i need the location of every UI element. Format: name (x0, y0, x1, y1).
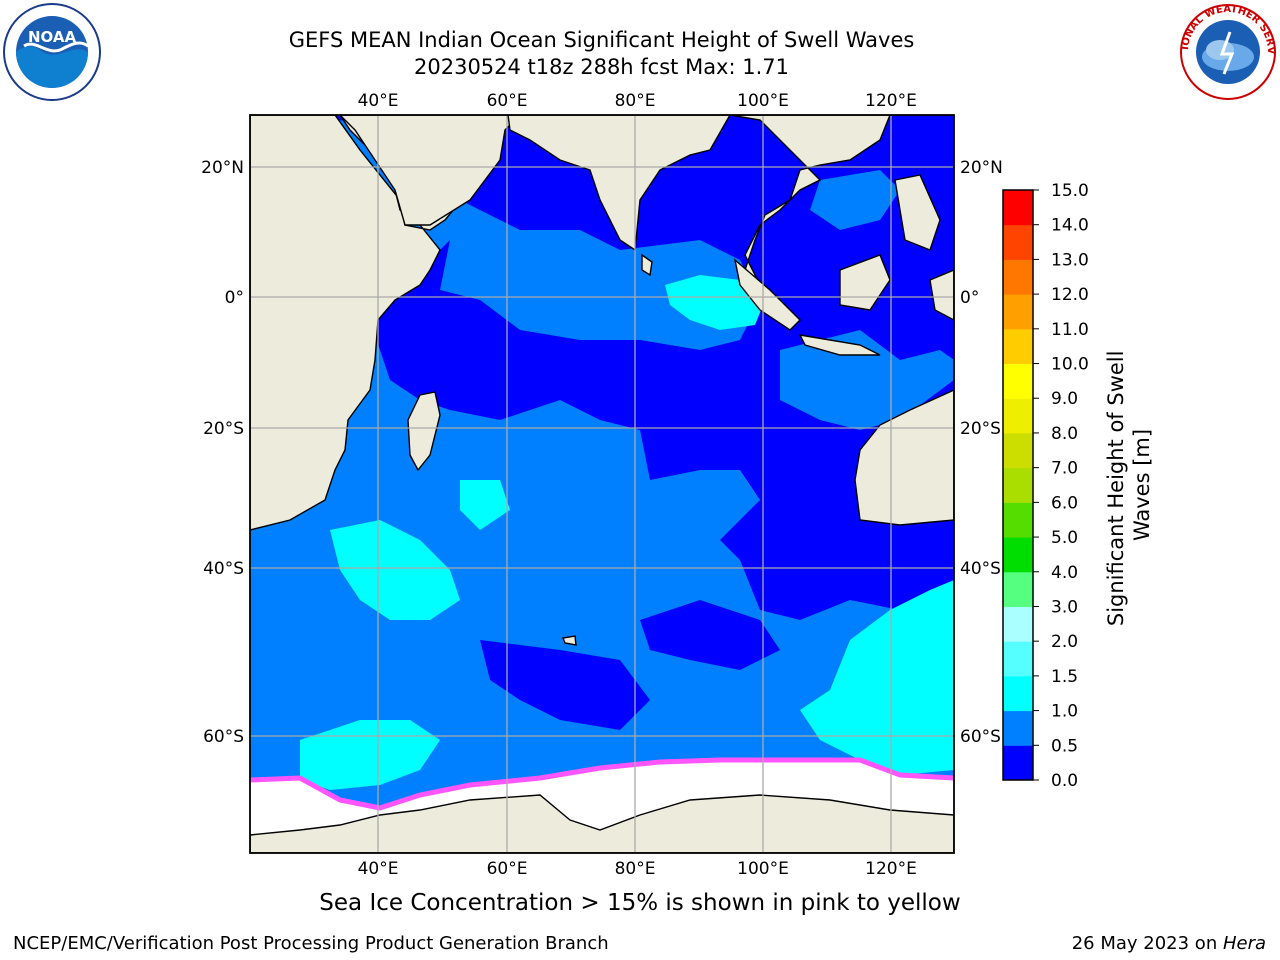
colorbar-segment (1003, 745, 1033, 781)
colorbar-segment (1003, 710, 1033, 746)
chart-title: GEFS MEAN Indian Ocean Significant Heigh… (288, 28, 915, 52)
map-area (250, 115, 954, 853)
colorbar-segment (1003, 467, 1033, 503)
lon-label-top: 40°E (358, 91, 399, 111)
lat-label-left: 0° (225, 288, 244, 308)
colorbar-tick-label: 9.0 (1051, 389, 1078, 409)
lat-label-left: 40°S (203, 559, 244, 579)
colorbar-tick-label: 8.0 (1051, 424, 1078, 444)
ocean-high-west (330, 520, 460, 620)
producer-credit: NCEP/EMC/Verification Post Processing Pr… (13, 933, 609, 954)
colorbar-segment (1003, 398, 1033, 434)
nws-logo: NATIONAL WEATHER SERVICE (1178, 2, 1276, 100)
colorbar-segment (1003, 432, 1033, 469)
colorbar-segment (1003, 224, 1033, 260)
map-frame (249, 114, 955, 854)
colorbar-tick-label: 10.0 (1051, 355, 1089, 375)
sea-ice-note: Sea Ice Concentration > 15% is shown in … (319, 890, 961, 916)
land-philippines (894, 174, 941, 251)
land-southeast-asia (729, 115, 891, 286)
lon-label-bottom: 100°E (737, 859, 789, 879)
noaa-logo: NOAA (3, 3, 101, 101)
land-india (507, 115, 731, 252)
lon-label-top: 120°E (865, 91, 917, 111)
lat-label-left: 20°S (203, 419, 244, 439)
colorbar-segment (1003, 571, 1033, 607)
colorbar-tick-label: 11.0 (1051, 320, 1089, 340)
colorbar-tick-label: 14.0 (1051, 216, 1089, 236)
colorbar-label-line2: Waves [m] (1130, 429, 1154, 541)
render-date-text: 26 May 2023 on (1071, 933, 1223, 954)
lat-label-left: 60°S (203, 727, 244, 747)
colorbar-tick-label: 2.0 (1051, 632, 1078, 652)
lat-label-right: 20°S (960, 419, 1001, 439)
colorbar-segment (1003, 641, 1033, 677)
ocean-high-patch (460, 480, 510, 530)
colorbar-tick-label: 0.5 (1051, 736, 1078, 756)
land-sumatra (733, 258, 801, 331)
ocean-low-north (250, 115, 954, 620)
land-kerguelen (562, 635, 577, 646)
ocean-high-east (800, 580, 954, 775)
colorbar-tick-label: 7.0 (1051, 459, 1078, 479)
ocean-high-equator (665, 275, 765, 330)
colorbar-segment (1003, 190, 1033, 226)
land-new-guinea-west (929, 269, 954, 321)
sea-ice-edge (250, 757, 954, 811)
colorbar-tick-label: 6.0 (1051, 493, 1078, 513)
colorbar-label: Significant Height of Swell Waves [m] (1104, 344, 1154, 626)
lat-label-right: 20°N (960, 158, 1003, 178)
land-java (798, 334, 881, 356)
colorbar-label-line1: Significant Height of Swell (1104, 351, 1128, 627)
colorbar-tick-label: 0.0 (1051, 771, 1078, 791)
ocean-high-southwest (300, 720, 440, 790)
land-borneo (839, 254, 891, 311)
colorbar-segment (1003, 259, 1033, 295)
ocean-low-south-1 (480, 640, 650, 730)
ocean-mid-east (780, 330, 954, 430)
colorbar-frame (1002, 189, 1034, 781)
colorbar-tick-label: 1.5 (1051, 667, 1078, 687)
lon-label-bottom: 40°E (358, 859, 399, 879)
lon-label-top: 100°E (737, 91, 789, 111)
colorbar: 0.0 0.5 1.0 1.5 2.0 3.0 4.0 5.0 6.0 7.0 8.0 9.0 10.0… (1002, 181, 1089, 791)
lon-label-top: 60°E (487, 91, 528, 111)
lon-label-bottom: 80°E (615, 859, 656, 879)
land-australia (854, 389, 954, 526)
land-sri-lanka (641, 253, 653, 277)
land-madagascar (407, 391, 441, 472)
lon-label-bottom: 120°E (865, 859, 917, 879)
colorbar-segment (1003, 675, 1033, 712)
ocean-mid-bay (810, 170, 900, 230)
graticule (250, 115, 954, 853)
colorbar-tick-label: 5.0 (1051, 528, 1078, 548)
lat-label-right: 40°S (960, 559, 1001, 579)
colorbar-segment (1003, 537, 1033, 573)
lat-label-left: 20°N (201, 158, 244, 178)
svg-text:NOAA: NOAA (28, 28, 77, 46)
colorbar-segment (1003, 606, 1033, 642)
colorbar-segment (1003, 363, 1033, 399)
ocean-low-south-2 (640, 600, 780, 670)
lon-label-top: 80°E (615, 91, 656, 111)
render-date: 26 May 2023 on Hera (1072, 933, 1266, 954)
lat-label-right: 0° (960, 288, 979, 308)
colorbar-segment (1003, 502, 1033, 538)
colorbar-tick-label: 4.0 (1051, 563, 1078, 583)
colorbar-tick-label: 15.0 (1051, 181, 1089, 201)
chart-subtitle: 20230524 t18z 288h fcst Max: 1.71 (414, 55, 789, 79)
colorbar-tick-label: 13.0 (1051, 250, 1089, 270)
colorbar-segment (1003, 294, 1033, 330)
land-antarctica (250, 794, 954, 853)
colorbar-tick-label: 12.0 (1051, 285, 1089, 305)
lat-label-right: 60°S (960, 727, 1001, 747)
colorbar-tick-label: 3.0 (1051, 597, 1078, 617)
colorbar-segment (1003, 328, 1033, 365)
machine-name: Hera (1222, 933, 1266, 954)
lon-label-bottom: 60°E (487, 859, 528, 879)
colorbar-tick-label: 1.0 (1051, 702, 1078, 722)
